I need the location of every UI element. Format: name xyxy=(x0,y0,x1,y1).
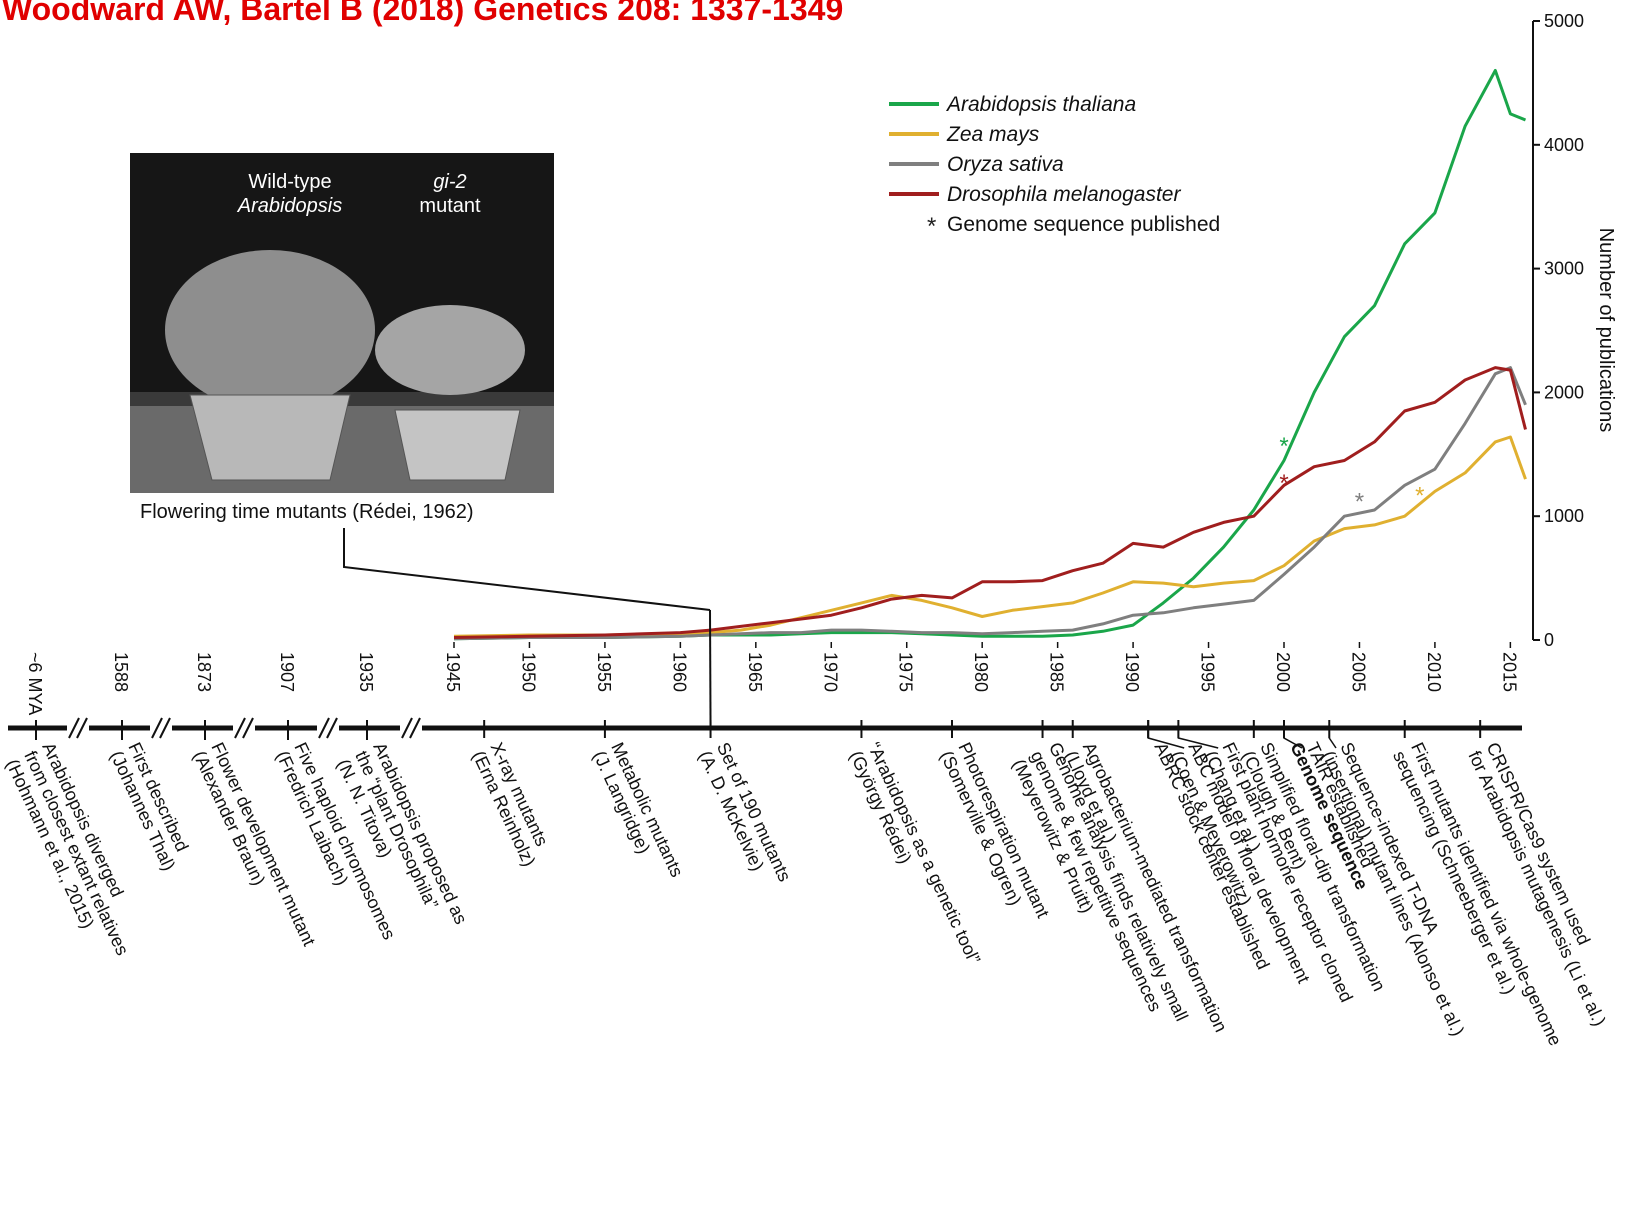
y-tick-label: 1000 xyxy=(1544,506,1584,526)
event-line: from closest extant relatives xyxy=(20,748,132,959)
pre-date: 1935 xyxy=(356,652,376,692)
legend-item: Zea mays xyxy=(889,123,1040,146)
genome-marker: * xyxy=(1355,489,1364,516)
series-line xyxy=(453,69,1527,641)
x-tick-label: 1995 xyxy=(1198,652,1218,692)
genome-marker: * xyxy=(1415,482,1424,509)
leader-line xyxy=(1328,730,1337,749)
genome-marker: * xyxy=(1279,470,1288,497)
x-tick-label: 1975 xyxy=(896,652,916,692)
break-mark xyxy=(151,717,163,739)
x-tick-label: 1990 xyxy=(1122,652,1142,692)
leader-line xyxy=(1147,730,1185,749)
legend-label: Genome sequence published xyxy=(947,213,1220,236)
plant-wildtype xyxy=(165,250,375,410)
legend-item: Oryza sativa xyxy=(889,153,1064,176)
x-tick-label: 1945 xyxy=(443,652,463,692)
y-tick-label: 5000 xyxy=(1544,11,1584,31)
pot xyxy=(189,394,351,481)
legend-label: Oryza sativa xyxy=(947,153,1064,176)
break-mark xyxy=(68,717,80,739)
pre-date: ~6 MYA xyxy=(25,652,45,715)
event-label: X-ray mutants(Erna Reinholz) xyxy=(468,739,557,869)
x-tick-label: 1985 xyxy=(1047,652,1067,692)
break-mark xyxy=(242,717,254,739)
legend-item: Arabidopsis thaliana xyxy=(889,93,1136,116)
y-tick-label: 3000 xyxy=(1544,259,1584,279)
pre-date: 1907 xyxy=(277,652,297,692)
event-label: Metabolic mutants(J. Langridge) xyxy=(589,739,687,888)
pre-date: 1873 xyxy=(194,652,214,692)
photo: Wild-type Arabidopsis gi-2 mutant Flower… xyxy=(130,153,554,523)
break-mark xyxy=(326,717,338,739)
photo-label: Arabidopsis xyxy=(237,195,343,217)
legend-item: Drosophila melanogaster xyxy=(889,183,1181,206)
break-mark xyxy=(234,717,246,739)
y-tick-label: 4000 xyxy=(1544,135,1584,155)
break-mark xyxy=(76,717,88,739)
legend-label: Zea mays xyxy=(946,123,1040,146)
genome-marker: * xyxy=(1279,433,1288,460)
x-tick-label: 2005 xyxy=(1348,652,1368,692)
event-label: First described(Johannes Thal) xyxy=(106,739,197,873)
pot xyxy=(394,409,521,481)
y-tick-label: 0 xyxy=(1544,630,1554,650)
series-line xyxy=(453,366,1527,639)
break-mark xyxy=(159,717,171,739)
pre-date: 1588 xyxy=(111,652,131,692)
photo-label: gi-2 xyxy=(433,171,466,193)
x-tick-label: 1965 xyxy=(745,652,765,692)
citation: Woodward AW, Bartel B (2018) Genetics 20… xyxy=(2,0,843,27)
photo-caption: Flowering time mutants (Rédei, 1962) xyxy=(140,501,473,523)
leader-line xyxy=(1283,730,1303,749)
connector xyxy=(709,609,712,729)
legend-label: Drosophila melanogaster xyxy=(947,183,1181,206)
break-mark xyxy=(401,717,413,739)
series-line xyxy=(453,435,1527,638)
y-tick-label: 2000 xyxy=(1544,382,1584,402)
x-tick-label: 1950 xyxy=(518,652,538,692)
x-tick-label: 2000 xyxy=(1273,652,1293,692)
x-tick-label: 1970 xyxy=(820,652,840,692)
legend-symbol: * xyxy=(927,213,936,240)
photo-label: Wild-type xyxy=(248,171,331,193)
x-tick-label: 1980 xyxy=(971,652,991,692)
leader-line xyxy=(1177,730,1219,749)
x-tick-label: 1955 xyxy=(594,652,614,692)
legend-label: Arabidopsis thaliana xyxy=(945,93,1136,116)
break-mark xyxy=(409,717,421,739)
event-label: Set of 190 mutants(A. D. McKelvie) xyxy=(695,739,795,893)
x-tick-label: 2010 xyxy=(1424,652,1444,692)
plant-mutant xyxy=(375,305,525,395)
x-tick-label: 1960 xyxy=(669,652,689,692)
x-tick-label: 2015 xyxy=(1499,652,1519,692)
break-mark xyxy=(318,717,330,739)
connector xyxy=(343,528,711,611)
photo-label: mutant xyxy=(419,195,481,217)
y-axis-label: Number of publications xyxy=(1595,228,1617,433)
series-line xyxy=(453,366,1527,641)
